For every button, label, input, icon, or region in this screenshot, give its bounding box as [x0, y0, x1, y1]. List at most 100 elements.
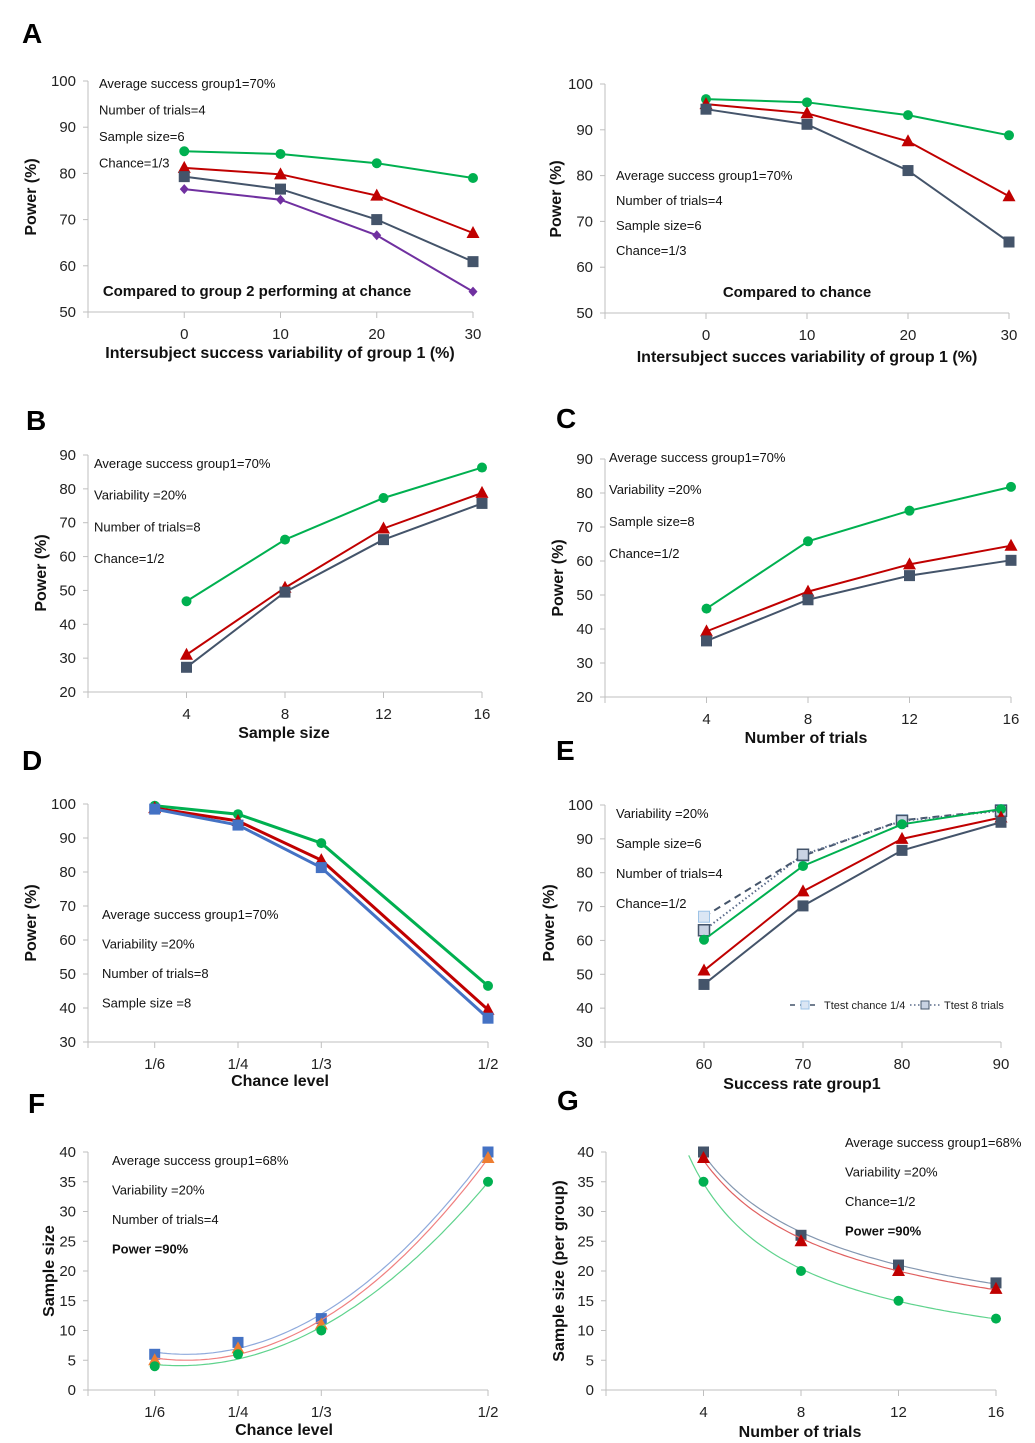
annotation: Variability =20%	[616, 806, 709, 821]
data-point	[316, 838, 327, 849]
data-point	[697, 924, 711, 937]
data-point	[477, 462, 487, 473]
y-tick-label: 40	[576, 1000, 593, 1017]
data-point	[1004, 130, 1014, 141]
x-tick-label: 12	[901, 711, 918, 728]
annotation: Average success group1=68%	[845, 1135, 1022, 1150]
series-green	[149, 1176, 493, 1372]
series-line	[184, 150, 474, 180]
y-tick-label: 90	[59, 119, 76, 136]
data-point	[149, 1361, 160, 1372]
y-tick-label: 20	[59, 1263, 76, 1280]
data-point	[798, 860, 808, 871]
x-axis-label: Sample size	[238, 725, 330, 742]
panel-letter: G	[557, 1085, 579, 1116]
data-point	[466, 225, 480, 238]
y-tick-label: 50	[59, 582, 76, 599]
annotation: Chance=1/3	[99, 156, 169, 171]
series-red	[697, 1150, 1003, 1294]
data-point	[316, 1325, 327, 1336]
data-point	[1003, 236, 1015, 248]
series-line	[705, 485, 1012, 610]
y-tick-label: 70	[59, 212, 76, 229]
series-line	[703, 809, 1002, 932]
y-tick-label: 90	[59, 830, 76, 847]
y-tick-label: 50	[576, 305, 593, 322]
x-tick-label: 30	[1001, 327, 1018, 344]
series-red	[699, 97, 1016, 202]
data-point	[378, 534, 389, 546]
series-line	[703, 821, 1002, 986]
data-point	[902, 165, 914, 177]
y-tick-label: 80	[59, 481, 76, 498]
data-point	[700, 103, 712, 115]
y-tick-label: 30	[576, 1034, 593, 1051]
series-green	[688, 1155, 1001, 1324]
x-tick-label: 8	[281, 706, 289, 723]
annotation-bold: Power =90%	[845, 1224, 922, 1239]
data-point	[279, 586, 291, 598]
series-green	[179, 146, 478, 184]
x-axis-label: Number of trials	[745, 730, 868, 747]
panel-letter: F	[28, 1088, 45, 1119]
chart-panel-b: B 20 30 40 50 60 70 80 90 4 8 12 16 Sample size Power …	[26, 405, 490, 742]
data-point	[483, 980, 493, 991]
y-tick-label: 70	[59, 898, 76, 915]
data-point	[180, 647, 193, 660]
x-tick-label: 4	[699, 1404, 707, 1421]
y-tick-label: 100	[568, 76, 593, 93]
annotation: Sample size =8	[102, 996, 191, 1011]
y-axis-label: Power (%)	[550, 539, 567, 616]
annotation: Sample size=6	[616, 218, 702, 233]
data-point	[794, 1234, 808, 1247]
annotation: Chance=1/2	[845, 1194, 915, 1209]
x-tick-label: 0	[702, 327, 710, 344]
y-tick-label: 50	[576, 587, 593, 604]
x-tick-label: 4	[702, 711, 710, 728]
panel-letter: A	[22, 18, 42, 49]
data-point	[896, 844, 908, 856]
data-point	[699, 934, 709, 945]
x-tick-label: 8	[804, 711, 812, 728]
data-point	[893, 1295, 904, 1306]
annotation: Number of trials=8	[102, 966, 209, 981]
data-point	[178, 171, 190, 183]
series-green	[701, 94, 1014, 141]
annotation: Average success group1=70%	[616, 168, 793, 183]
data-point	[903, 557, 916, 570]
y-tick-label: 40	[59, 1144, 76, 1161]
annotation: Sample size=6	[99, 129, 185, 144]
annotation: Number of trials=4	[616, 866, 723, 881]
series-navy	[178, 171, 479, 268]
annotation: Variability =20%	[102, 937, 195, 952]
y-tick-label: 30	[59, 1034, 76, 1051]
series-navy	[700, 103, 1015, 248]
x-tick-label: 1/2	[478, 1404, 499, 1421]
y-tick-label: 90	[576, 122, 593, 139]
data-point	[177, 160, 191, 173]
x-tick-label: 1/4	[228, 1056, 249, 1073]
annotation: Chance=1/2	[609, 546, 679, 561]
x-tick-label: 20	[368, 326, 385, 343]
chart-panel-e: E 30 40 50 60 70 80 90 100 60 70 80 90 Success rate g…	[541, 735, 1009, 1093]
annotation: Average success group1=70%	[99, 76, 276, 91]
y-tick-label: 80	[576, 865, 593, 882]
y-tick-label: 100	[51, 73, 76, 90]
y-tick-label: 80	[59, 864, 76, 881]
x-tick-label: 8	[797, 1404, 805, 1421]
data-point	[377, 521, 390, 534]
series-line	[703, 816, 1002, 972]
annotation: Number of trials=4	[112, 1212, 219, 1227]
data-point	[698, 910, 710, 923]
y-tick-label: 60	[576, 553, 593, 570]
data-point	[700, 624, 713, 637]
data-point	[1006, 481, 1016, 492]
y-axis-label: Power (%)	[548, 160, 565, 237]
annotation: Average success group1=68%	[112, 1153, 289, 1168]
panel-note: Compared to group 2 performing at chance	[103, 283, 411, 300]
x-tick-label: 0	[180, 326, 188, 343]
data-point	[797, 900, 809, 912]
y-tick-label: 80	[59, 165, 76, 182]
x-tick-label: 1/4	[228, 1404, 249, 1421]
legend-marker	[920, 1000, 930, 1010]
